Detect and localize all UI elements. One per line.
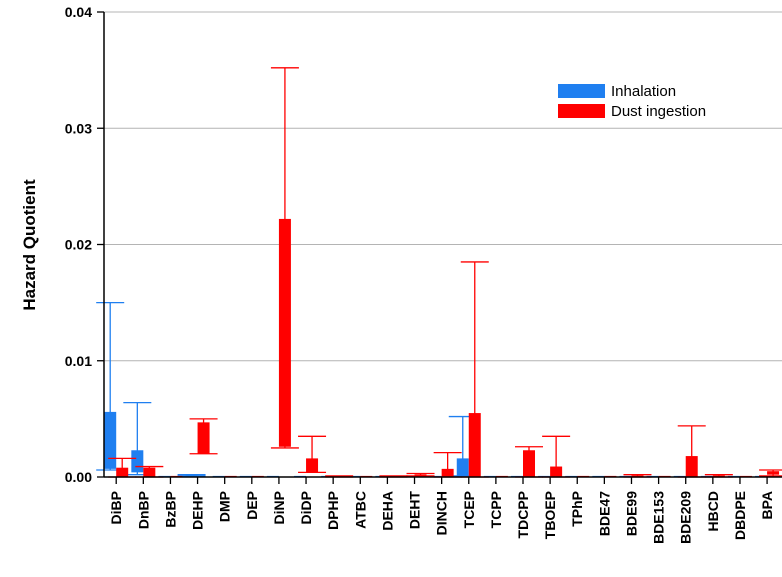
dust-ingestion-box-DEHP: [189, 418, 218, 455]
inhalation-box-DiBP: [96, 301, 125, 471]
dust-ingestion-box-TCEP: [460, 261, 489, 478]
y-tick-label: 0.04: [65, 4, 92, 20]
box: [116, 467, 129, 477]
box: [143, 467, 156, 477]
x-tick-label: DEHP: [190, 491, 206, 530]
x-tick-label: ATBC: [352, 491, 368, 529]
x-tick-label: TCPP: [488, 491, 504, 528]
x-tick-label: DnBP: [135, 491, 151, 529]
dust-ingestion-box-BPA: [759, 469, 782, 477]
x-tick-label: TBOEP: [542, 491, 558, 539]
y-tick-label: 0.00: [65, 469, 92, 485]
gridlines: [104, 11, 782, 362]
box: [523, 450, 536, 477]
inhalation-box-DnBP: [123, 401, 152, 476]
dust-ingestion-box-DEHT: [406, 472, 435, 477]
x-tick-label: DBDPE: [732, 491, 748, 540]
dust-ingestion-box-DiDP: [298, 435, 327, 474]
box: [306, 458, 319, 473]
inhalation-box-DEHP: [177, 474, 206, 477]
x-tick-label: DEHT: [407, 491, 423, 530]
dust-ingestion-box-TBOEP: [542, 435, 571, 478]
box: [441, 468, 454, 477]
legend-label: Inhalation: [611, 83, 676, 100]
x-tick-label: TPhP: [569, 491, 585, 527]
box: [197, 422, 210, 454]
legend-swatch: [558, 104, 605, 118]
y-tick-label: 0.02: [65, 237, 92, 253]
legend: Inhalation Dust ingestion: [558, 83, 706, 120]
box: [414, 474, 427, 476]
x-tick-label: BPA: [759, 491, 775, 520]
x-tick-label: DiNP: [271, 491, 287, 524]
x-tick-label: BzBP: [162, 491, 178, 528]
y-axis-ticks: 0.00 0.01 0.02 0.03 0.04: [65, 4, 104, 485]
y-tick-label: 0.03: [65, 120, 92, 136]
box: [685, 456, 698, 477]
x-axis-tick-labels: DiBP DnBP BzBP DEHP DMP DEP DiNP DiDP DPHP ATBC DE…: [108, 477, 775, 544]
legend-label: Dust ingestion: [611, 103, 706, 120]
x-tick-label: DiBP: [108, 491, 124, 524]
x-tick-label: BDE209: [678, 491, 694, 544]
y-axis-title: Hazard Quotient: [20, 179, 39, 311]
x-tick-label: DINCH: [434, 491, 450, 535]
x-tick-label: BDE47: [596, 491, 612, 536]
bars-layer: [96, 67, 782, 478]
x-tick-label: TDCPP: [515, 491, 531, 538]
dust-ingestion-box-DiNP: [270, 67, 299, 449]
dust-ingestion-box-BDE209: [677, 425, 706, 478]
x-tick-label: DEHA: [379, 491, 395, 531]
box: [468, 413, 481, 477]
box: [550, 466, 563, 477]
x-tick-label: DPHP: [325, 491, 341, 530]
x-tick-label: BDE99: [623, 491, 639, 536]
x-tick-label: DiDP: [298, 491, 314, 524]
x-tick-label: DMP: [217, 491, 233, 522]
dust-ingestion-box-TDCPP: [515, 446, 544, 478]
x-tick-label: BDE153: [651, 491, 667, 544]
box: [278, 218, 291, 447]
box: [456, 458, 469, 476]
legend-swatch: [558, 84, 605, 98]
box: [104, 411, 117, 469]
box: [131, 450, 144, 473]
x-tick-label: TCEP: [461, 491, 477, 528]
box: [767, 471, 780, 475]
x-tick-label: DEP: [244, 491, 260, 520]
x-tick-label: HBCD: [705, 491, 721, 531]
box: [185, 474, 198, 476]
y-tick-label: 0.01: [65, 353, 92, 369]
